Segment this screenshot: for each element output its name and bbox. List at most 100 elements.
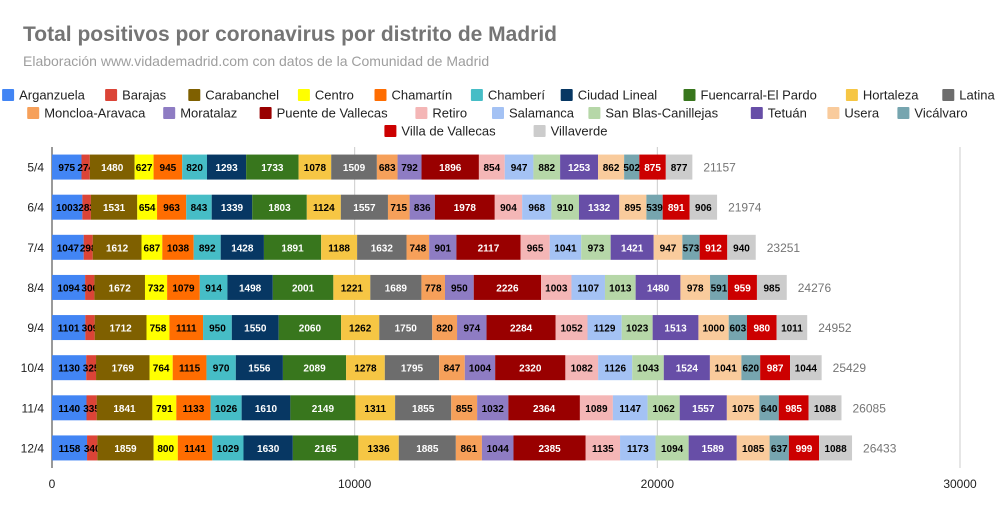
bar-6-7 bbox=[290, 395, 356, 421]
bar-6-18 bbox=[759, 395, 779, 421]
data-label-5-7: 2089 bbox=[303, 364, 326, 375]
bar-2-17 bbox=[653, 234, 683, 260]
bar-4-4 bbox=[169, 315, 204, 341]
legend-label-7: Fuencarral-El Pardo bbox=[701, 88, 817, 103]
data-label-6-5: 1026 bbox=[215, 404, 238, 415]
bar-6-15 bbox=[647, 395, 680, 421]
bar-2-16 bbox=[610, 234, 654, 260]
data-label-1-4: 963 bbox=[163, 203, 180, 214]
data-label-3-17: 978 bbox=[687, 283, 704, 294]
legend-label-4: Chamartín bbox=[392, 88, 453, 103]
data-label-0-2: 1480 bbox=[101, 163, 124, 174]
bar-7-11 bbox=[481, 435, 514, 461]
data-label-7-16: 1589 bbox=[702, 444, 725, 455]
legend-swatch-11 bbox=[163, 107, 176, 119]
bar-7-4 bbox=[177, 435, 213, 461]
bar-2-1 bbox=[83, 234, 93, 260]
data-label-5-16: 1524 bbox=[676, 364, 699, 375]
bar-5-9 bbox=[384, 355, 440, 381]
bar-7-9 bbox=[398, 435, 456, 461]
data-label-0-18: 502 bbox=[623, 163, 640, 174]
data-label-6-6: 1610 bbox=[255, 404, 278, 415]
bar-3-11 bbox=[444, 274, 474, 300]
data-label-2-7: 1891 bbox=[281, 243, 304, 254]
data-label-7-8: 1336 bbox=[367, 444, 390, 455]
bar-6-10 bbox=[451, 395, 478, 421]
y-category-label-6: 11/4 bbox=[22, 401, 45, 415]
data-label-6-16: 1557 bbox=[692, 404, 715, 415]
bar-6-12 bbox=[508, 395, 580, 421]
total-label-2: 23251 bbox=[767, 241, 801, 255]
data-label-1-5: 843 bbox=[191, 203, 208, 214]
data-label-6-17: 1075 bbox=[732, 404, 755, 415]
legend-swatch-12 bbox=[259, 107, 272, 119]
data-label-1-17: 895 bbox=[624, 203, 641, 214]
data-label-2-11: 901 bbox=[434, 243, 451, 254]
bar-7-12 bbox=[513, 435, 586, 461]
bar-1-16 bbox=[578, 194, 620, 220]
data-label-1-6: 1339 bbox=[221, 203, 244, 214]
bar-0-6 bbox=[206, 154, 247, 180]
x-tick-label-2: 20000 bbox=[641, 477, 675, 491]
bar-2-19 bbox=[699, 234, 728, 260]
data-label-2-15: 973 bbox=[588, 243, 605, 254]
bar-0-9 bbox=[331, 154, 377, 180]
data-label-3-0: 1094 bbox=[57, 283, 80, 294]
legend-label-8: Hortaleza bbox=[863, 88, 919, 103]
data-label-0-10: 683 bbox=[379, 163, 396, 174]
bar-1-4 bbox=[157, 194, 187, 220]
data-label-2-13: 965 bbox=[527, 243, 544, 254]
bar-3-16 bbox=[635, 274, 681, 300]
data-label-0-19: 875 bbox=[644, 163, 661, 174]
bar-6-13 bbox=[579, 395, 613, 421]
legend-label-15: San Blas-Canillejas bbox=[605, 106, 718, 121]
data-label-4-20: 1011 bbox=[781, 324, 803, 335]
bar-4-7 bbox=[278, 315, 342, 341]
legend-swatch-3 bbox=[297, 89, 310, 101]
bar-4-13 bbox=[555, 315, 588, 341]
bar-5-14 bbox=[598, 355, 633, 381]
data-label-0-17: 862 bbox=[603, 163, 620, 174]
bar-1-17 bbox=[619, 194, 647, 220]
bar-1-12 bbox=[434, 194, 495, 220]
legend-label-9: Latina bbox=[959, 88, 995, 103]
bar-2-10 bbox=[406, 234, 430, 260]
bar-7-13 bbox=[585, 435, 621, 461]
legend-swatch-7 bbox=[683, 89, 696, 101]
bar-4-8 bbox=[341, 315, 380, 341]
data-label-0-11: 792 bbox=[401, 163, 418, 174]
data-label-1-18: 539 bbox=[646, 203, 663, 214]
total-label-0: 21157 bbox=[703, 161, 736, 175]
bar-5-19 bbox=[760, 355, 791, 381]
data-label-7-7: 2165 bbox=[314, 444, 337, 455]
bar-6-6 bbox=[241, 395, 291, 421]
bar-4-19 bbox=[746, 315, 777, 341]
bar-2-11 bbox=[429, 234, 457, 260]
data-label-0-4: 945 bbox=[160, 163, 177, 174]
bar-4-6 bbox=[231, 315, 279, 341]
data-label-6-12: 2364 bbox=[533, 404, 556, 415]
bar-3-6 bbox=[227, 274, 273, 300]
bar-4-12 bbox=[486, 315, 556, 341]
bar-6-11 bbox=[477, 395, 509, 421]
data-label-2-1: 298 bbox=[80, 243, 97, 254]
data-label-0-9: 1509 bbox=[343, 163, 366, 174]
data-label-7-19: 999 bbox=[796, 444, 813, 455]
bar-3-9 bbox=[370, 274, 422, 300]
bar-2-13 bbox=[520, 234, 550, 260]
data-label-7-6: 1630 bbox=[257, 444, 280, 455]
y-category-label-7: 12/4 bbox=[21, 441, 45, 455]
bar-1-7 bbox=[252, 194, 307, 220]
data-label-3-4: 1079 bbox=[172, 283, 195, 294]
data-label-5-6: 1556 bbox=[248, 364, 271, 375]
bar-4-5 bbox=[203, 315, 232, 341]
data-label-2-18: 573 bbox=[683, 243, 700, 254]
bar-0-13 bbox=[478, 154, 505, 180]
legend-label-3: Centro bbox=[315, 88, 354, 103]
data-label-6-18: 640 bbox=[761, 404, 778, 415]
bar-5-0 bbox=[52, 355, 87, 381]
x-tick-label-3: 30000 bbox=[943, 477, 977, 491]
bar-2-0 bbox=[52, 234, 84, 260]
x-tick-label-0: 0 bbox=[49, 477, 56, 491]
